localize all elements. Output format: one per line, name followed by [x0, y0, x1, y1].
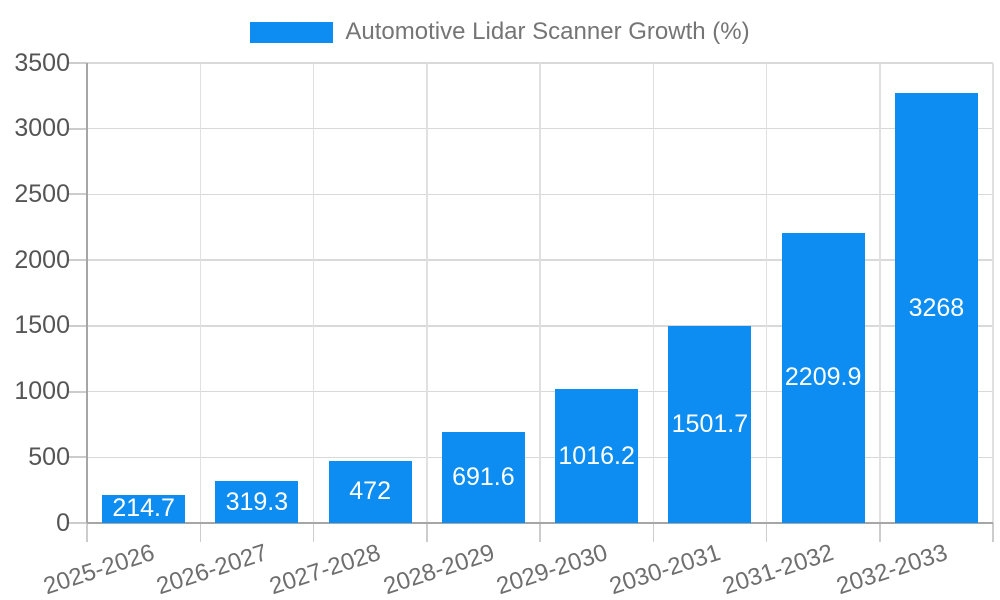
bar[interactable]: 1501.7: [668, 325, 752, 523]
bar[interactable]: 691.6: [441, 432, 525, 523]
chart-legend[interactable]: Automotive Lidar Scanner Growth (%): [0, 14, 1000, 50]
y-axis-tick: [68, 456, 87, 459]
bar-value-label: 691.6: [452, 463, 515, 492]
x-axis-label: 2030-2031: [606, 539, 724, 600]
y-axis-tick: [68, 62, 87, 64]
legend-label: Automotive Lidar Scanner Growth (%): [345, 18, 750, 45]
y-axis-line: [86, 63, 88, 523]
x-axis-label: 2028-2029: [379, 539, 498, 600]
bar[interactable]: 1016.2: [555, 389, 639, 523]
x-axis-label: 2031-2032: [719, 539, 838, 600]
y-axis-label: 3000: [14, 114, 70, 143]
bar-value-label: 472: [349, 477, 391, 506]
vertical-gridline: [879, 63, 881, 523]
bar-value-label: 2209.9: [784, 363, 862, 392]
y-axis-tick: [68, 522, 87, 524]
x-axis-label: 2026-2027: [153, 539, 271, 600]
vertical-gridline: [992, 63, 994, 523]
bar[interactable]: 472: [328, 460, 412, 523]
bar-value-label: 319.3: [225, 487, 289, 516]
bar-value-label: 214.7: [112, 494, 175, 523]
x-axis-label: 2027-2028: [266, 539, 385, 600]
vertical-gridline: [199, 63, 201, 523]
y-axis-tick: [68, 390, 87, 393]
x-axis-tick: [312, 523, 315, 542]
y-axis-label: 500: [28, 442, 70, 471]
vertical-gridline: [652, 63, 654, 523]
bar[interactable]: 3268: [894, 93, 978, 523]
vertical-gridline: [765, 63, 768, 523]
x-axis-tick: [879, 523, 881, 542]
y-axis-label: 1000: [14, 377, 70, 406]
y-axis-label: 2000: [14, 245, 70, 274]
x-axis-tick: [765, 523, 768, 542]
vertical-gridline: [312, 63, 315, 523]
x-axis-tick: [86, 523, 88, 542]
x-axis-label: 2025-2026: [40, 539, 158, 600]
y-axis-label: 3500: [14, 48, 70, 77]
x-axis-baseline: [87, 522, 993, 524]
bar[interactable]: 2209.9: [781, 232, 865, 523]
bar[interactable]: 319.3: [215, 481, 299, 523]
vertical-gridline: [539, 63, 541, 523]
x-axis-label: 2032-2033: [832, 539, 951, 600]
bar-value-label: 3268: [908, 293, 965, 322]
y-axis-label: 1500: [14, 311, 70, 340]
y-axis-label: 2500: [14, 179, 70, 208]
x-axis-tick: [426, 523, 428, 542]
y-axis-label: 0: [56, 508, 70, 537]
y-axis-tick: [68, 324, 87, 327]
y-axis-tick: [68, 193, 87, 196]
bar[interactable]: 214.7: [102, 494, 186, 523]
x-axis-tick: [539, 523, 541, 542]
y-axis-tick: [68, 127, 87, 130]
x-axis-label: 2029-2030: [493, 539, 611, 600]
y-axis-tick: [68, 259, 87, 262]
x-axis-tick: [652, 523, 654, 542]
vertical-gridline: [426, 63, 428, 523]
legend-color-swatch: [250, 21, 334, 43]
bar-value-label: 1501.7: [671, 409, 749, 438]
x-axis-tick: [199, 523, 201, 542]
bar-value-label: 1016.2: [558, 441, 635, 470]
x-axis-tick: [992, 523, 994, 542]
